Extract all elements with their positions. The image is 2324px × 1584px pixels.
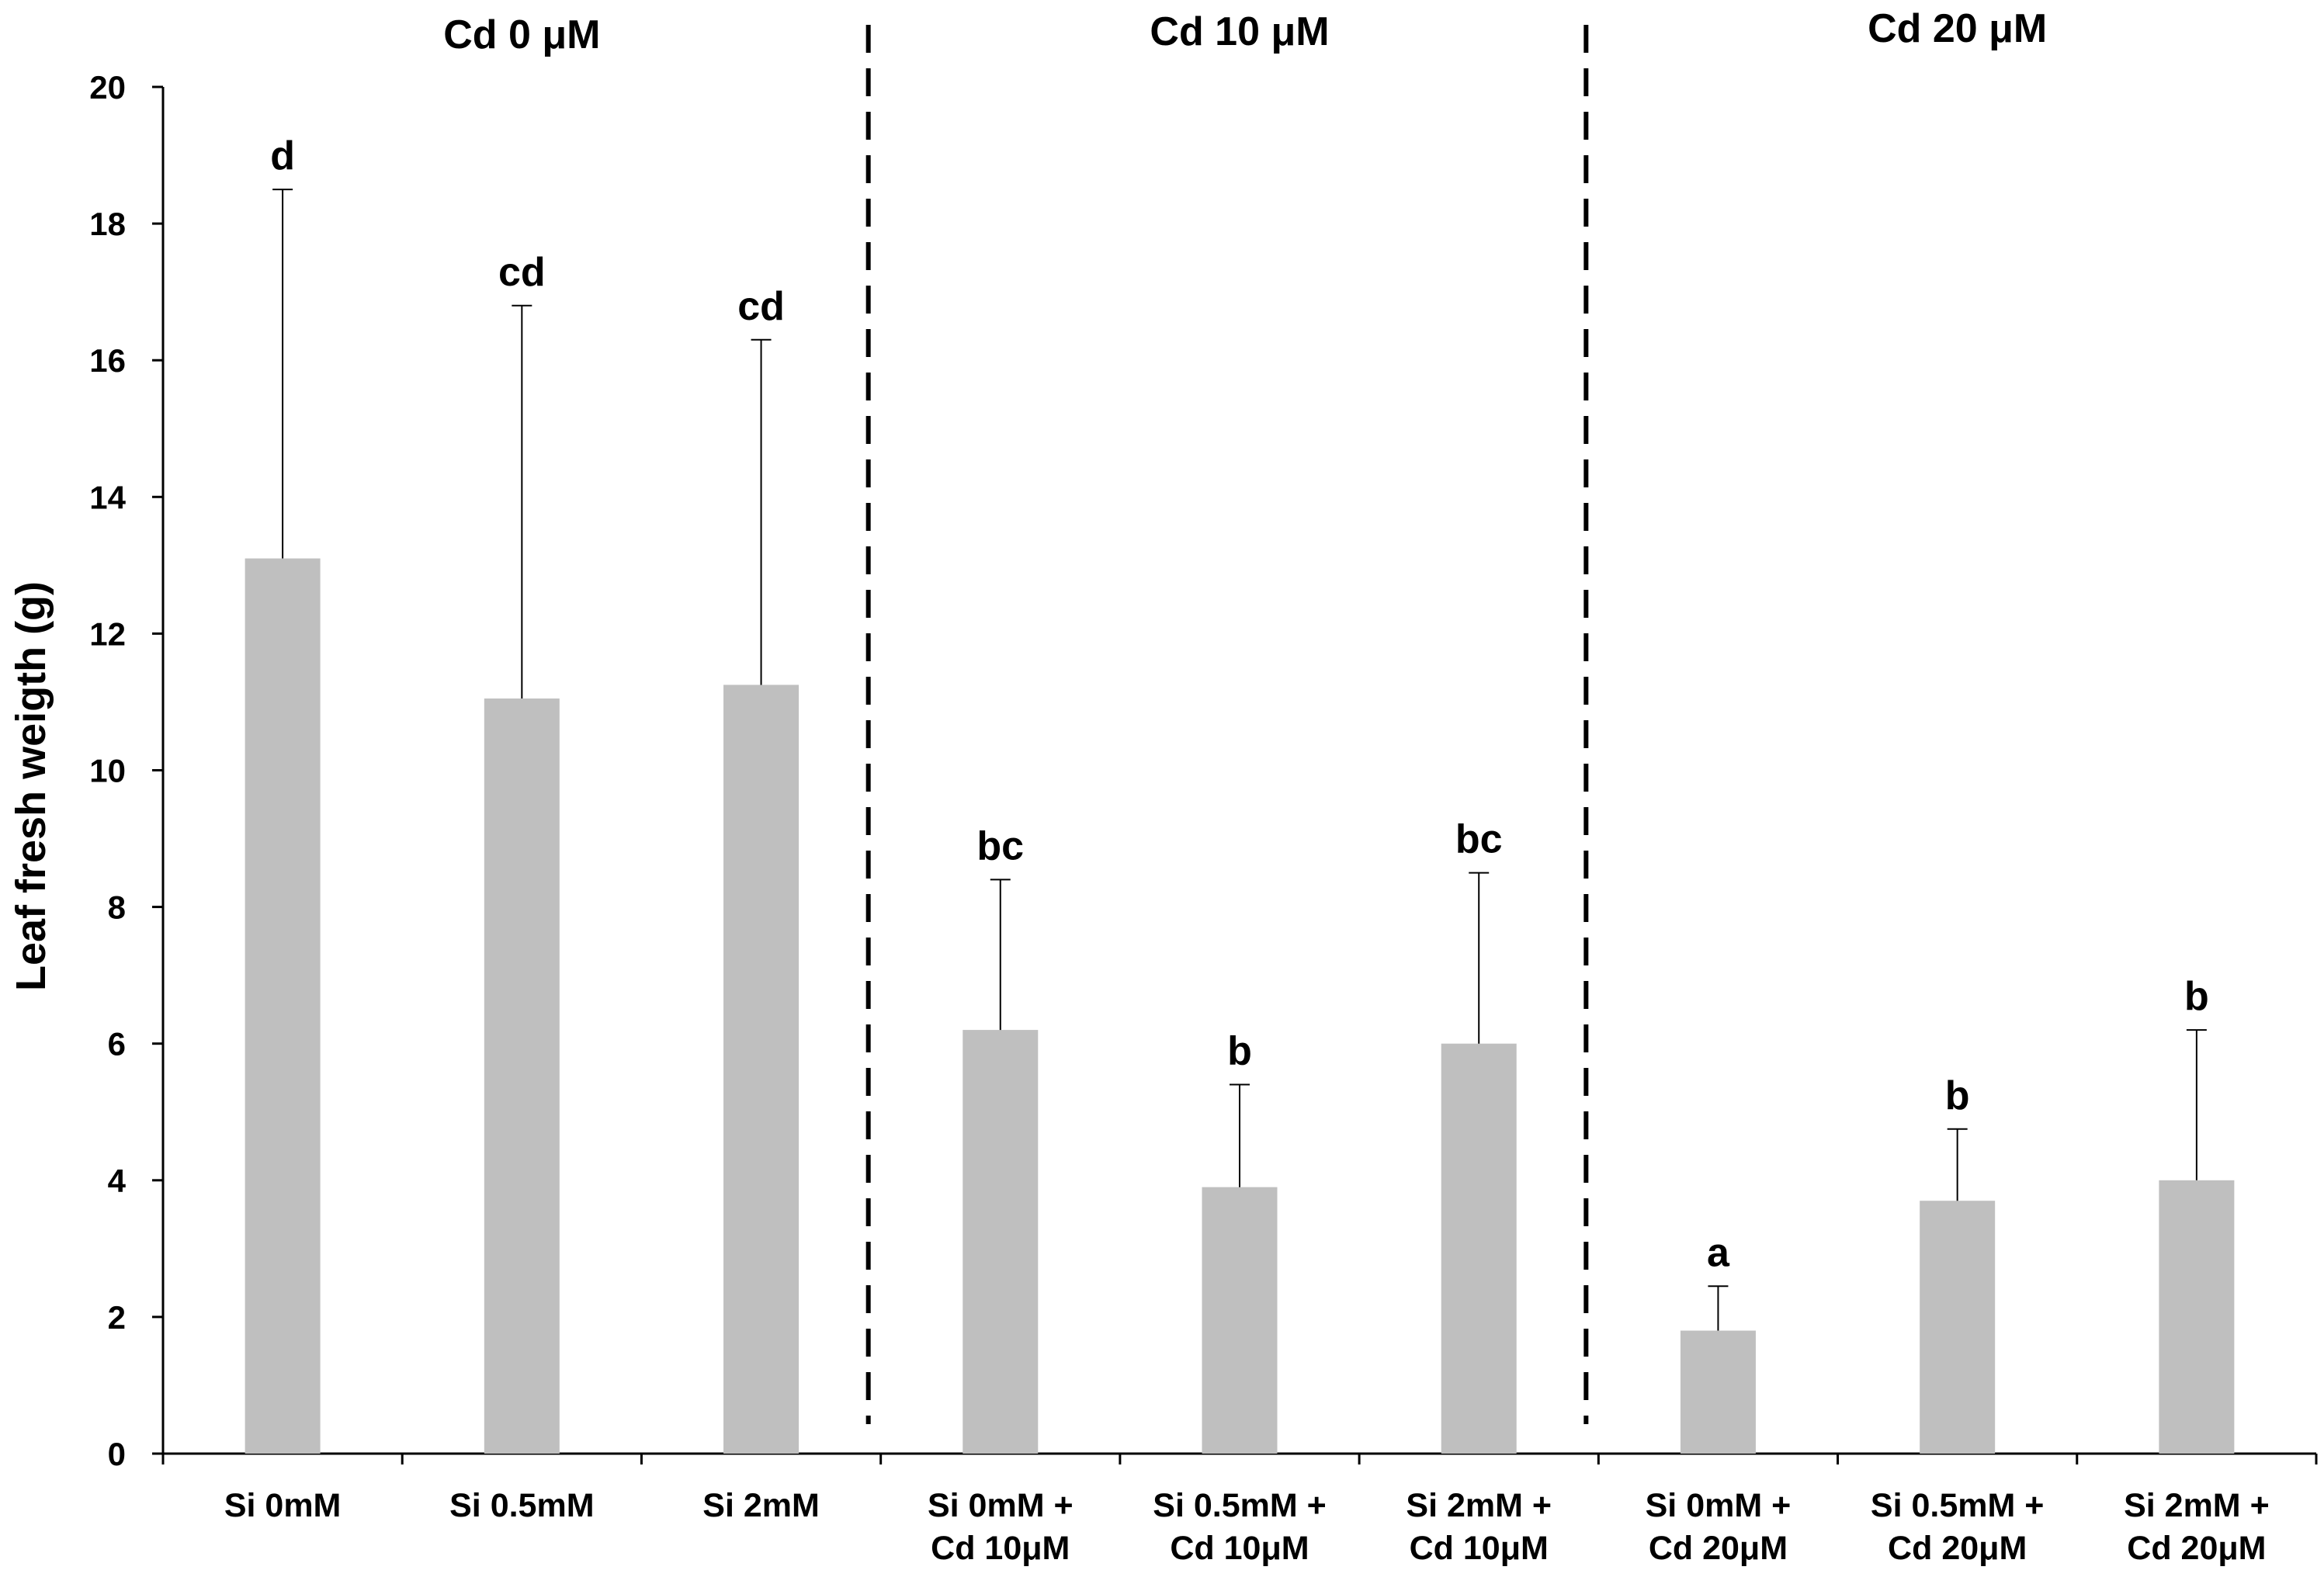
x-category-label: Si 0.5mM + Cd 10μM bbox=[1153, 1487, 1326, 1567]
x-category-label: Si 0.5mM + Cd 20μM bbox=[1871, 1487, 2044, 1567]
labels: d Si 0mM cd Si 0.5mM cd Si 2mM bc Si 0mM + Cd 10… bbox=[224, 133, 2270, 1567]
group-header: Cd 0 μM bbox=[443, 12, 600, 57]
y-tick-label: 4 bbox=[108, 1163, 127, 1199]
bar bbox=[484, 698, 560, 1454]
bar bbox=[1441, 1043, 1517, 1454]
x-category-label: Si 2mM + Cd 20μM bbox=[2124, 1487, 2270, 1567]
bars bbox=[245, 189, 2235, 1454]
axes: 0 2 4 6 8 10 12 14 16 18 20 bbox=[89, 69, 2318, 1472]
significance-letter: a bbox=[1707, 1230, 1730, 1275]
bar bbox=[723, 685, 800, 1454]
bar bbox=[1920, 1201, 1996, 1454]
x-category-label: Si 0mM + Cd 20μM bbox=[1646, 1487, 1792, 1567]
x-category-label: Si 0mM + Cd 10μM bbox=[928, 1487, 1074, 1567]
y-tick-label: 16 bbox=[89, 342, 126, 379]
y-tick-label: 8 bbox=[108, 889, 126, 926]
significance-letter: d bbox=[270, 133, 295, 179]
bar bbox=[245, 558, 321, 1454]
y-tick-label: 2 bbox=[108, 1299, 126, 1336]
x-category-label: Si 2mM bbox=[702, 1487, 820, 1524]
y-tick-label: 0 bbox=[108, 1436, 126, 1472]
significance-letter: b bbox=[1945, 1073, 1970, 1118]
significance-letter: b bbox=[1227, 1029, 1252, 1074]
bar bbox=[963, 1030, 1039, 1454]
y-tick-label: 12 bbox=[89, 615, 126, 652]
x-category-label: Si 0.5mM bbox=[449, 1487, 594, 1524]
x-category-label: Si 0mM bbox=[224, 1487, 342, 1524]
bar bbox=[2159, 1180, 2235, 1454]
x-category-label: Si 2mM + Cd 10μM bbox=[1406, 1487, 1552, 1567]
group-headers: Cd 0 μM Cd 10 μM Cd 20 μM bbox=[443, 6, 2047, 1424]
significance-letter: b bbox=[2184, 974, 2209, 1019]
significance-letter: bc bbox=[1455, 817, 1503, 862]
group-header: Cd 10 μM bbox=[1150, 9, 1329, 54]
y-tick-label: 14 bbox=[89, 479, 126, 515]
y-tick-label: 6 bbox=[108, 1026, 126, 1062]
bar bbox=[1202, 1187, 1278, 1454]
significance-letter: cd bbox=[498, 250, 546, 295]
y-tick-label: 20 bbox=[89, 69, 126, 106]
y-tick-label: 10 bbox=[89, 753, 126, 789]
significance-letter: bc bbox=[976, 823, 1024, 868]
bar bbox=[1680, 1330, 1756, 1454]
group-header: Cd 20 μM bbox=[1868, 6, 2047, 51]
significance-letter: cd bbox=[737, 284, 785, 329]
y-tick-label: 18 bbox=[89, 206, 126, 242]
y-axis-title: Leaf fresh weigth (g) bbox=[8, 581, 54, 991]
